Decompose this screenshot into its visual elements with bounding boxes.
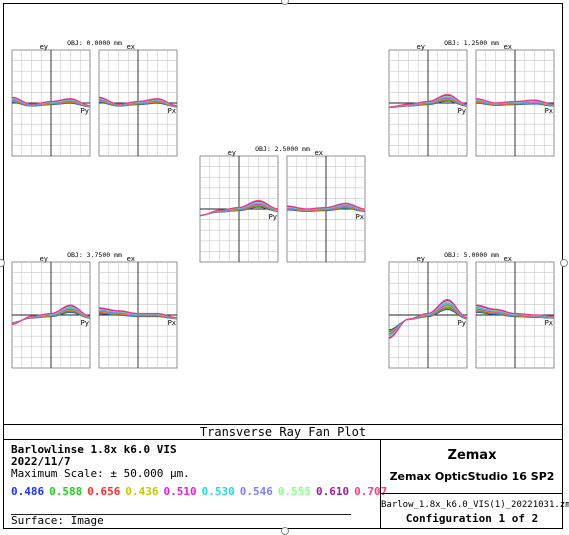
company-block: Zemax Zemax OpticStudio 16 SP2 — [381, 440, 563, 494]
plot-date: 2022/11/7 — [11, 455, 71, 468]
field-2-label: OBJ: 2.5000 mm — [255, 145, 310, 153]
field-2-tangential-xlabel: Py — [269, 213, 277, 221]
wavelength-0.486: 0.486 — [11, 485, 45, 498]
configuration-label: Configuration 1 of 2 — [405, 512, 539, 525]
field-4-sagittal-xlabel: Px — [545, 319, 553, 327]
wavelength-legend: 0.486 0.588 0.656 0.436 0.510 0.530 0.546 0.555… — [11, 485, 387, 498]
field-2-sagittal-curve-0.707 — [286, 202, 366, 210]
field-0-tangential-ylabel: ey — [40, 43, 48, 51]
max-scale: Maximum Scale: ± 50.000 µm. — [11, 467, 190, 480]
field-1-sagittal-curve-0.707 — [475, 98, 555, 105]
wavelength-0.610: 0.610 — [316, 485, 350, 498]
field-1-tangential-ylabel: ey — [417, 43, 425, 51]
field-2-sagittal-ylabel: ex — [315, 149, 323, 157]
wavelength-underline — [11, 514, 351, 515]
field-3-tangential-xlabel: Py — [81, 319, 89, 327]
company-name: Zemax — [447, 448, 497, 463]
wavelength-0.555: 0.555 — [277, 485, 311, 498]
field-3-tangential-curve-0.707 — [11, 304, 91, 325]
resize-handle-left[interactable] — [0, 259, 5, 267]
lens-info: Barlowlinse 1.8x k6.0 VIS 2022/11/7 Maxi… — [3, 440, 387, 529]
ray-fan-plot-area: OBJ: 0.0000 mm ey Py ex Px OBJ: 1.2500 mm ey Py… — [11, 39, 555, 369]
file-block: Barlow_1.8x_k6.0_VIS(1)_20221031.zmx Con… — [381, 494, 569, 529]
field-3-tangential-ylabel: ey — [40, 255, 48, 263]
field-0-label: OBJ: 0.0000 mm — [67, 39, 122, 47]
field-3-sagittal-curve-0.707 — [98, 307, 178, 319]
wavelength-0.546: 0.546 — [239, 485, 273, 498]
field-2-tangential-curve-0.707 — [199, 199, 279, 217]
field-3-label: OBJ: 3.7500 mm — [67, 251, 122, 259]
field-4-label: OBJ: 5.0000 mm — [444, 251, 499, 259]
resize-handle-top[interactable] — [281, 0, 289, 5]
field-1-label: OBJ: 1.2500 mm — [444, 39, 499, 47]
wavelength-0.510: 0.510 — [163, 485, 197, 498]
wavelength-0.588: 0.588 — [49, 485, 83, 498]
field-2-tangential-ylabel: ey — [228, 149, 236, 157]
file-name: Barlow_1.8x_k6.0_VIS(1)_20221031.zmx — [381, 500, 569, 510]
lens-name: Barlowlinse 1.8x k6.0 VIS — [11, 443, 177, 456]
surface-label: Surface: Image — [11, 514, 104, 527]
field-1-tangential-curve-0.707 — [388, 93, 468, 108]
field-2-sagittal-xlabel: Px — [356, 213, 364, 221]
field-1-tangential-xlabel: Py — [458, 107, 466, 115]
field-1-sagittal-xlabel: Px — [545, 107, 553, 115]
wavelength-0.530: 0.530 — [201, 485, 235, 498]
field-3-sagittal-ylabel: ex — [127, 255, 135, 263]
field-0-sagittal-curve-0.707 — [98, 96, 178, 107]
resize-handle-right[interactable] — [560, 259, 568, 267]
field-4-tangential-curve-0.707 — [388, 298, 468, 339]
field-3-sagittal-xlabel: Px — [168, 319, 176, 327]
plot-title: Transverse Ray Fan Plot — [3, 424, 563, 440]
field-1-sagittal-ylabel: ex — [504, 43, 512, 51]
field-4-tangential-xlabel: Py — [458, 319, 466, 327]
wavelength-0.656: 0.656 — [87, 485, 121, 498]
wavelength-0.436: 0.436 — [125, 485, 159, 498]
field-0-tangential-curve-0.707 — [11, 96, 91, 107]
software-name: Zemax OpticStudio 16 SP2 — [389, 470, 555, 483]
field-4-sagittal-ylabel: ex — [504, 255, 512, 263]
footer-panel: Transverse Ray Fan Plot Barlowlinse 1.8x… — [3, 424, 569, 529]
field-0-tangential-xlabel: Py — [81, 107, 89, 115]
field-0-sagittal-xlabel: Px — [168, 107, 176, 115]
wavelength-0.707: 0.707 — [354, 485, 388, 498]
field-4-sagittal-curve-0.707 — [475, 304, 555, 317]
field-4-tangential-ylabel: ey — [417, 255, 425, 263]
field-0-sagittal-ylabel: ex — [127, 43, 135, 51]
